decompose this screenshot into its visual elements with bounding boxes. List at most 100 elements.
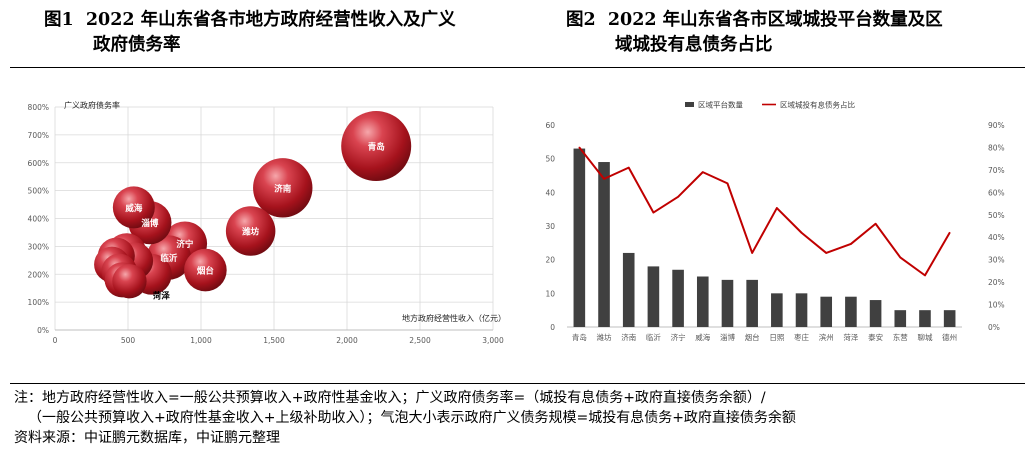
y-axis-title: 广义政府债务率 bbox=[64, 100, 120, 110]
top-divider bbox=[10, 67, 1025, 68]
line-point bbox=[948, 231, 951, 234]
bar-line-chart: 0 10 20 30 40 50 60 0% 10% 20% 30% 40% 50% 60% 70% 80% 9… bbox=[545, 100, 1005, 343]
line-point bbox=[751, 252, 753, 254]
bar bbox=[721, 279, 734, 327]
y-tick-label: 400% bbox=[28, 215, 49, 224]
bubble bbox=[253, 158, 313, 218]
x-tick-label: 东营 bbox=[893, 332, 908, 342]
bubble bbox=[112, 186, 155, 229]
y-tick-label: 0% bbox=[37, 326, 49, 335]
bar bbox=[647, 266, 660, 327]
line-point bbox=[874, 222, 877, 225]
annotation-label: 菏泽 bbox=[153, 290, 171, 301]
x-axis-title: 地方政府经营性收入（亿元） bbox=[402, 313, 506, 323]
bar bbox=[573, 148, 586, 327]
x-tick-label: 2,000 bbox=[336, 336, 358, 345]
x-tick-label: 济宁 bbox=[671, 332, 686, 342]
x-tick-label: 1,500 bbox=[263, 336, 285, 345]
line-point bbox=[800, 231, 803, 234]
figure1-title-line1: 2022 年山东省各市地方政府经营性收入及广义 bbox=[85, 10, 456, 30]
figure1-title: 图1 2022 年山东省各市地方政府经营性收入及广义 政府债务率 bbox=[44, 8, 534, 58]
left-y-tick-label: 30 bbox=[545, 222, 555, 231]
bubble-label: 济宁 bbox=[176, 239, 194, 250]
x-tick-label: 青岛 bbox=[572, 332, 587, 342]
bar bbox=[894, 310, 907, 327]
right-y-tick-label: 20% bbox=[988, 278, 1005, 287]
bubble-label: 青岛 bbox=[368, 142, 385, 153]
bubble-label: 济南 bbox=[274, 183, 292, 194]
right-y-tick-label: 30% bbox=[988, 256, 1005, 265]
line-point bbox=[825, 252, 828, 254]
left-y-tick-label: 60 bbox=[545, 121, 555, 130]
bar bbox=[672, 269, 684, 327]
y-tick-label: 500% bbox=[28, 187, 49, 196]
x-tick-label: 500 bbox=[121, 336, 136, 345]
x-tick-label: 济南 bbox=[621, 332, 636, 342]
bar bbox=[869, 300, 882, 327]
note-line-1: 注：地方政府经营性收入=一般公共预算收入+政府性基金收入；广义政府债务率=（城投… bbox=[14, 390, 766, 406]
x-tick-label: 1,000 bbox=[190, 336, 212, 345]
left-y-tick-label: 0 bbox=[550, 323, 555, 332]
line-series bbox=[578, 146, 951, 277]
figure2-title-line2: 域城投有息债务占比 bbox=[615, 35, 773, 55]
bar bbox=[746, 279, 758, 327]
left-y-tick-label: 10 bbox=[545, 289, 555, 298]
line-point bbox=[652, 211, 655, 214]
bubble-label: 烟台 bbox=[197, 266, 215, 277]
bar bbox=[696, 276, 709, 327]
figure2-number: 图2 bbox=[566, 10, 596, 30]
y-tick-label: 600% bbox=[28, 159, 49, 168]
y-tick-label: 300% bbox=[28, 242, 49, 251]
y-tick-label: 700% bbox=[28, 131, 49, 140]
bar bbox=[622, 252, 635, 327]
figure2-title: 图2 2022 年山东省各市区域城投平台数量及区 域城投有息债务占比 bbox=[566, 8, 1026, 58]
right-y-tick-label: 80% bbox=[988, 143, 1005, 152]
notes-section: 注：地方政府经营性收入=一般公共预算收入+政府性基金收入；广义政府债务率=（城投… bbox=[14, 388, 1024, 448]
bubble bbox=[112, 264, 147, 299]
x-tick-label: 枣庄 bbox=[794, 332, 809, 342]
x-tick-label: 聊城 bbox=[917, 333, 932, 342]
bottom-divider bbox=[10, 383, 1025, 384]
y-tick-label: 100% bbox=[28, 298, 49, 307]
x-tick-label: 泰安 bbox=[868, 332, 883, 342]
line-point bbox=[677, 196, 679, 198]
x-tick-label: 菏泽 bbox=[843, 332, 858, 342]
x-tick-label: 3,000 bbox=[482, 336, 504, 345]
bubble-label: 威海 bbox=[124, 203, 143, 214]
bar bbox=[598, 162, 610, 327]
left-y-tick-label: 40 bbox=[545, 188, 555, 197]
x-tick-label: 日照 bbox=[769, 333, 784, 342]
bar bbox=[771, 293, 783, 327]
figure1-title-line2: 政府债务率 bbox=[93, 35, 181, 55]
line-point bbox=[776, 207, 778, 209]
bubble-chart: 0% 100% 200% 300% 400% 500% 600% 700% 800% 0 500 1,… bbox=[28, 100, 506, 345]
bubble bbox=[341, 111, 412, 182]
x-tick-label: 烟台 bbox=[745, 332, 760, 342]
right-y-tick-label: 50% bbox=[988, 211, 1005, 220]
right-y-tick-label: 60% bbox=[988, 188, 1005, 197]
line-point bbox=[578, 146, 581, 149]
bar bbox=[943, 310, 956, 327]
x-tick-label: 淄博 bbox=[720, 332, 735, 342]
y-tick-label: 200% bbox=[28, 270, 49, 279]
bubble-label: 淄博 bbox=[141, 218, 159, 229]
line-point bbox=[850, 243, 852, 245]
line-point bbox=[701, 171, 704, 173]
legend-line-label: 区域城投有息债务占比 bbox=[780, 100, 855, 110]
x-tick-label: 临沂 bbox=[646, 332, 661, 342]
legend-bar-label: 区域平台数量 bbox=[698, 100, 743, 110]
x-tick-label: 滨州 bbox=[819, 332, 834, 342]
line-point bbox=[924, 274, 926, 277]
left-y-tick-label: 50 bbox=[545, 155, 555, 164]
bar bbox=[820, 296, 833, 327]
left-y-tick-label: 20 bbox=[545, 256, 555, 265]
right-y-tick-label: 10% bbox=[988, 301, 1005, 310]
x-tick-label: 潍坊 bbox=[597, 332, 612, 342]
figure2-title-line1: 2022 年山东省各市区域城投平台数量及区 bbox=[607, 10, 943, 30]
source-line: 资料来源：中证鹏元数据库，中证鹏元整理 bbox=[14, 430, 280, 446]
bubble bbox=[225, 206, 276, 256]
x-tick-label: 0 bbox=[53, 336, 58, 345]
y-tick-label: 800% bbox=[28, 103, 49, 112]
legend-bar-swatch bbox=[685, 102, 694, 107]
bubble-label: 潍坊 bbox=[242, 227, 260, 238]
